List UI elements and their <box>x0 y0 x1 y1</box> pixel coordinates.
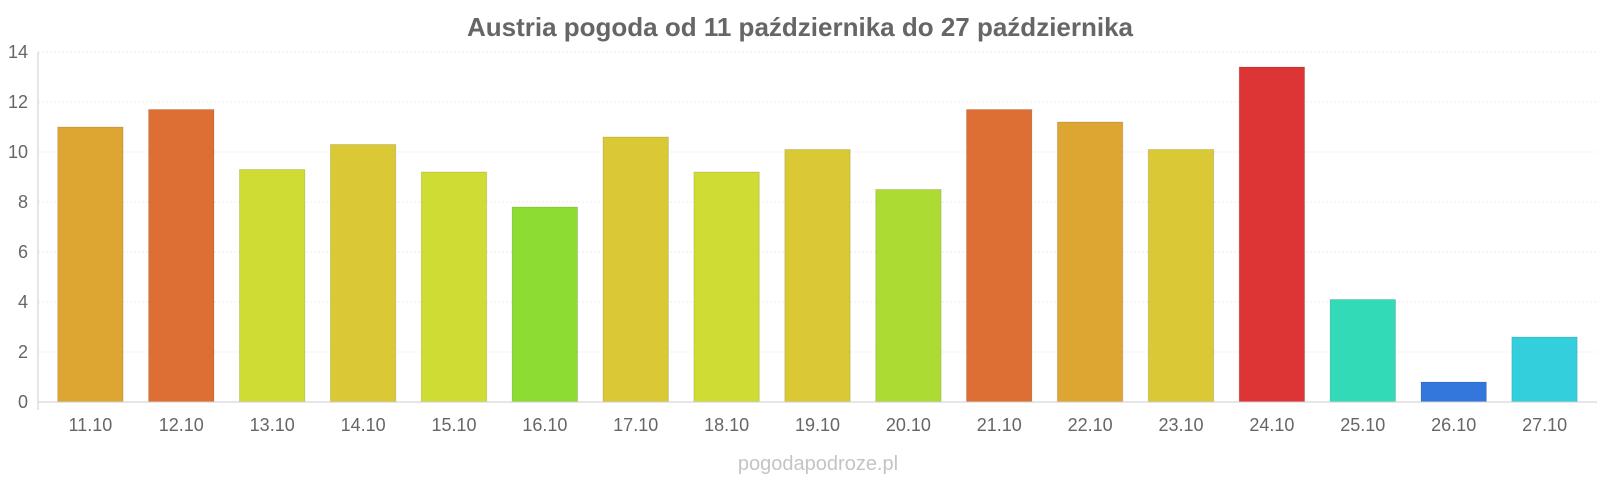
bar-27.10[interactable] <box>1511 336 1578 403</box>
bar-16.10[interactable] <box>511 206 578 403</box>
bar-24.10[interactable] <box>1238 66 1306 403</box>
bar-13.10[interactable] <box>239 169 306 403</box>
bar-17.10[interactable] <box>602 136 669 403</box>
x-tick-label: 11.10 <box>69 415 113 435</box>
bar-12.10[interactable] <box>148 109 215 403</box>
watermark: pogodapodroze.pl <box>738 453 898 475</box>
bar-11.10[interactable] <box>57 126 124 403</box>
x-tick-label: 22.10 <box>1068 415 1113 435</box>
bar-19.10[interactable] <box>784 149 851 403</box>
bar-15.10[interactable] <box>420 171 488 403</box>
x-tick-label: 17.10 <box>613 415 658 435</box>
y-tick-label: 0 <box>18 392 28 412</box>
y-tick-label: 8 <box>18 192 28 212</box>
bar-14.10[interactable] <box>329 144 397 403</box>
bars <box>57 66 1578 403</box>
x-tick-label: 14.10 <box>341 415 386 435</box>
y-tick-label: 12 <box>8 92 28 112</box>
x-tick-label: 12.10 <box>159 415 204 435</box>
x-tick-label: 25.10 <box>1340 415 1385 435</box>
bar-26.10[interactable] <box>1420 381 1487 403</box>
x-tick-label: 27.10 <box>1522 415 1567 435</box>
x-tick-label: 19.10 <box>795 415 840 435</box>
y-axis-ticks: 0 2 4 6 8 10 12 14 <box>8 42 28 412</box>
bar-18.10[interactable] <box>693 171 760 403</box>
y-tick-label: 14 <box>8 42 28 62</box>
x-tick-label: 13.10 <box>250 415 295 435</box>
x-tick-label: 26.10 <box>1431 415 1476 435</box>
x-tick-label: 21.10 <box>977 415 1022 435</box>
x-tick-label: 16.10 <box>522 415 567 435</box>
bar-21.10[interactable] <box>966 109 1033 403</box>
y-tick-label: 4 <box>18 292 28 312</box>
y-tick-label: 10 <box>8 142 28 162</box>
bar-23.10[interactable] <box>1147 149 1215 403</box>
bar-25.10[interactable] <box>1329 299 1396 403</box>
y-tick-label: 6 <box>18 242 28 262</box>
bar-22.10[interactable] <box>1056 121 1124 403</box>
bar-20.10[interactable] <box>875 189 942 403</box>
y-tick-label: 2 <box>18 342 28 362</box>
x-tick-label: 23.10 <box>1158 415 1203 435</box>
x-axis-ticks: 11.10 12.10 13.10 14.10 15.10 16.10 17.10 18.10… <box>69 415 1568 435</box>
x-tick-label: 18.10 <box>704 415 749 435</box>
x-tick-label: 24.10 <box>1249 415 1294 435</box>
x-tick-label: 20.10 <box>886 415 931 435</box>
chart-title: Austria pogoda od 11 października do 27 … <box>467 12 1134 42</box>
x-tick-label: 15.10 <box>431 415 476 435</box>
